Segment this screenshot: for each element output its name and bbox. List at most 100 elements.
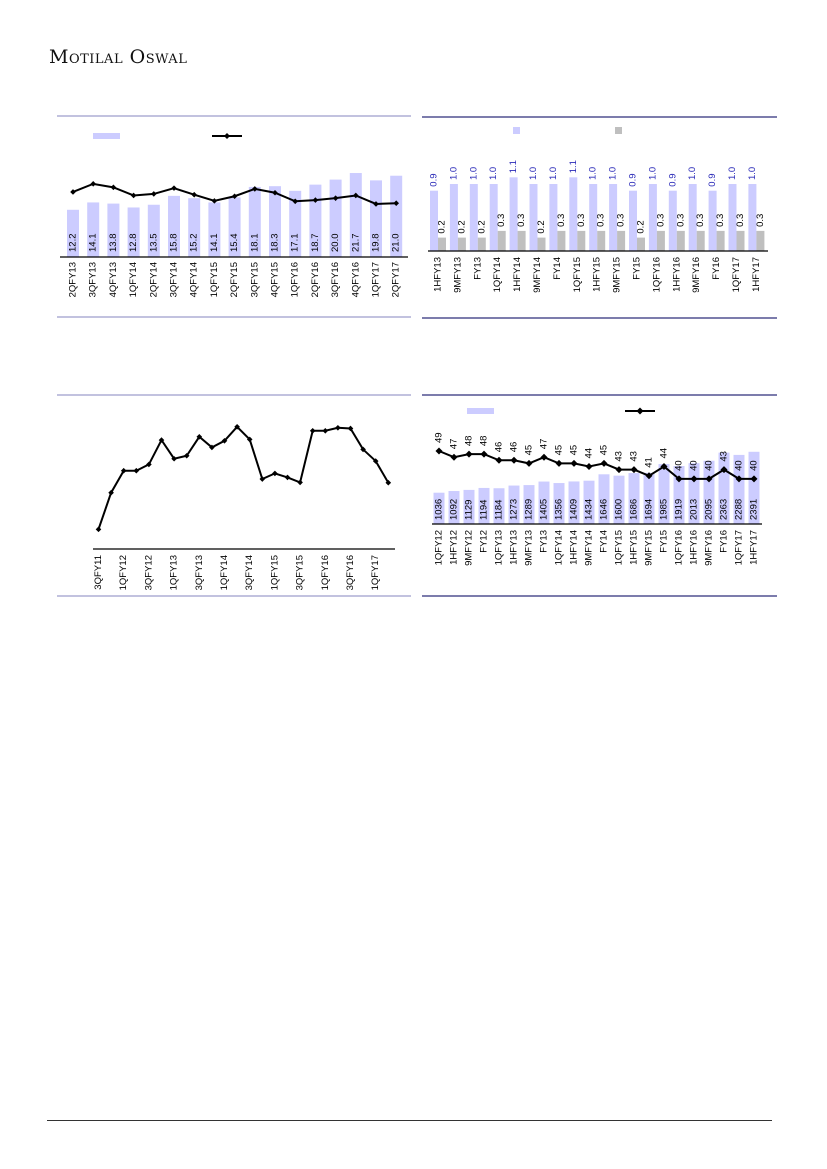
bar-value-label: 1.0 [548, 167, 559, 180]
bar [67, 209, 79, 257]
category-label: 2QFY14 [148, 262, 159, 297]
bar-value-label: 2013 [689, 499, 700, 520]
line-marker [95, 526, 102, 533]
bar [748, 451, 760, 524]
category-label: 9MFY14 [584, 530, 595, 566]
line-marker [110, 184, 117, 191]
line-value-label: 40 [674, 460, 685, 471]
bar [248, 186, 261, 257]
bar-value-label: 12.2 [68, 234, 79, 253]
bar-value-label: 1.1 [508, 160, 519, 173]
category-label: 1QFY16 [290, 262, 301, 297]
line-marker [252, 186, 258, 192]
line-marker [435, 447, 443, 455]
category-label: 9MFY14 [532, 257, 543, 293]
bar-value-label: 1.0 [468, 167, 479, 180]
bar-value-label: 1.0 [588, 167, 599, 180]
line-marker [347, 425, 354, 432]
line-marker [525, 459, 533, 467]
line-marker [645, 472, 653, 480]
line-marker [510, 456, 518, 464]
bar [748, 184, 757, 251]
category-label: 1QFY12 [118, 555, 129, 590]
bar [127, 207, 140, 257]
category-label: 1QFY17 [370, 555, 381, 590]
category-label: 1QFY16 [320, 555, 331, 590]
bar-value-label: 13.5 [148, 234, 159, 253]
category-label: 1QFY16 [651, 257, 662, 292]
bar-grey [517, 230, 526, 251]
bar [269, 186, 281, 257]
line-marker [70, 189, 76, 195]
line-marker [171, 185, 177, 191]
category-label: 1QFY17 [371, 262, 382, 297]
bar-value-label: 1.0 [687, 167, 698, 180]
category-label: 2QFY17 [391, 262, 402, 297]
category-label: 1HFY15 [629, 530, 640, 565]
line-value-label: 48 [464, 436, 475, 447]
line-marker [90, 181, 96, 187]
bar-value-label: 0.9 [667, 173, 678, 186]
category-label: 1HFY14 [512, 257, 523, 292]
bar-value-label: 0.3 [516, 214, 527, 227]
line-marker [465, 450, 473, 458]
bar-value-label: 1.0 [448, 167, 459, 180]
bar [370, 180, 382, 257]
category-label: FY16 [719, 530, 730, 553]
bar [107, 203, 120, 257]
bar [188, 198, 201, 257]
bar [668, 190, 677, 251]
bar-value-label: 1434 [584, 499, 595, 520]
line-value-label: 45 [554, 445, 565, 456]
bar-value-label: 20.0 [330, 234, 341, 253]
line-marker [272, 189, 278, 196]
bar [549, 184, 558, 251]
bar [168, 195, 180, 257]
bar-value-label: 19.8 [371, 234, 382, 253]
bar-value-label: 15.8 [169, 234, 180, 253]
line-marker [221, 437, 228, 444]
category-label: 4QFY14 [189, 262, 200, 297]
category-label: 2QFY15 [229, 262, 240, 297]
line-marker [284, 474, 291, 481]
bar-value-label: 0.3 [675, 214, 686, 227]
line-marker [183, 452, 190, 459]
bar-value-label: 0.2 [636, 220, 647, 233]
line-value-label: 40 [734, 460, 745, 471]
category-label: FY12 [479, 530, 490, 553]
line-marker [151, 191, 157, 197]
line-value-label: 43 [719, 451, 730, 462]
bar-value-label: 1.0 [647, 167, 658, 180]
bar-grey [716, 230, 725, 251]
category-label: 3QFY13 [88, 262, 99, 297]
category-label: 1HFY13 [433, 257, 444, 292]
line-marker [372, 458, 379, 464]
line-marker [292, 198, 298, 205]
line-value-label: 47 [449, 439, 460, 450]
bar [469, 184, 478, 251]
category-label: 1HFY14 [569, 530, 580, 565]
line-marker [735, 475, 743, 483]
bar-grey [438, 237, 446, 251]
line-marker [209, 444, 215, 451]
bar-value-label: 18.3 [270, 234, 281, 253]
category-label: FY14 [599, 530, 610, 553]
category-label: 3QFY14 [244, 555, 255, 590]
bar [390, 175, 403, 257]
bar [673, 466, 685, 524]
category-label: 1HFY17 [751, 257, 762, 292]
bar [508, 485, 520, 524]
line-marker [585, 463, 593, 470]
bar [583, 480, 595, 524]
category-label: 1QFY13 [494, 530, 505, 565]
bar [553, 483, 565, 524]
category-label: 3QFY13 [194, 555, 205, 590]
bar-value-label: 1.0 [727, 167, 738, 180]
line-value-label: 40 [689, 460, 700, 471]
line-marker [385, 479, 392, 486]
category-label: 4QFY13 [108, 262, 119, 297]
series-line [97, 425, 390, 530]
category-label: 9MFY13 [524, 530, 535, 566]
line-marker [196, 433, 203, 440]
category-label: FY15 [632, 257, 643, 280]
